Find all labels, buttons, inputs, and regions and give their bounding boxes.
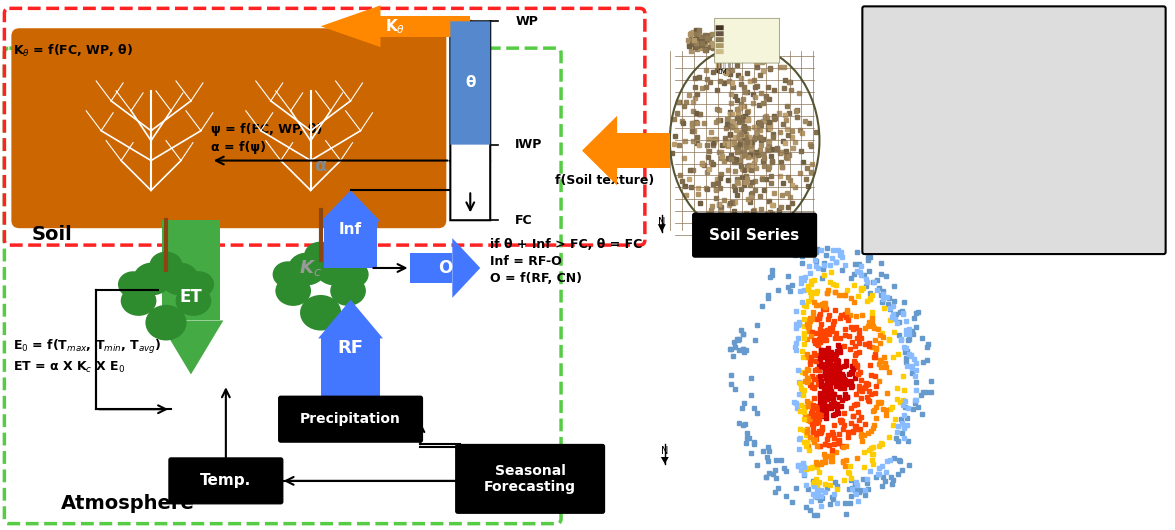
Polygon shape <box>452 238 481 298</box>
Text: α = f(ψ): α = f(ψ) <box>210 140 266 154</box>
Ellipse shape <box>133 262 172 295</box>
Polygon shape <box>322 339 380 396</box>
Ellipse shape <box>304 242 337 269</box>
Text: FC :: FC : <box>872 62 900 72</box>
Polygon shape <box>410 253 452 283</box>
Text: 토양통도
CM: 토양통도 CM <box>717 61 733 75</box>
Text: Temp.: Temp. <box>200 473 251 488</box>
Text: Evapotranspiration (mm): Evapotranspiration (mm) <box>900 215 1040 225</box>
Ellipse shape <box>118 271 148 297</box>
Polygon shape <box>582 116 617 186</box>
FancyBboxPatch shape <box>716 25 724 30</box>
Polygon shape <box>658 224 666 232</box>
Text: N: N <box>662 446 669 456</box>
Text: 40 - 60: 40 - 60 <box>726 43 746 49</box>
Text: Infiltration (mm): Infiltration (mm) <box>907 172 999 181</box>
Text: Precipitation (mm): Precipitation (mm) <box>900 237 1003 247</box>
Polygon shape <box>159 321 223 374</box>
Text: θ :: θ : <box>872 84 892 94</box>
Text: ψ = f(FC, WP, θ): ψ = f(FC, WP, θ) <box>210 123 322 136</box>
Text: 100 - 120: 100 - 120 <box>726 26 753 31</box>
Polygon shape <box>162 220 220 321</box>
Text: Wilting point (-): Wilting point (-) <box>900 40 987 50</box>
Ellipse shape <box>149 252 182 279</box>
Text: if θ + Inf > FC, θ = FC: if θ + Inf > FC, θ = FC <box>490 238 643 251</box>
Text: Seasonal
Forecasting: Seasonal Forecasting <box>484 464 576 494</box>
Text: Inf = RF-O: Inf = RF-O <box>490 255 562 268</box>
Text: 20 - 40: 20 - 40 <box>726 50 746 55</box>
FancyBboxPatch shape <box>450 21 490 220</box>
Text: Soil: Soil <box>32 225 72 244</box>
Text: 60 - 80: 60 - 80 <box>726 38 746 43</box>
Polygon shape <box>318 300 383 339</box>
Ellipse shape <box>175 286 212 316</box>
FancyBboxPatch shape <box>716 37 724 42</box>
Text: K$_θ$: K$_θ$ <box>385 17 405 36</box>
Ellipse shape <box>315 253 354 285</box>
Text: E$_0$ = f(T$_{max}$, T$_{min}$, T$_{avg}$): E$_0$ = f(T$_{max}$, T$_{min}$, T$_{avg}… <box>13 338 162 356</box>
Polygon shape <box>617 133 670 168</box>
Text: O: O <box>438 259 452 277</box>
FancyBboxPatch shape <box>716 31 724 36</box>
Polygon shape <box>321 5 381 47</box>
Text: FC: FC <box>515 214 532 227</box>
Text: Soil water stress index: Soil water stress index <box>893 106 1019 116</box>
Text: Kₓ :: Kₓ : <box>872 128 898 138</box>
Ellipse shape <box>161 262 199 295</box>
Text: f(Soil texture): f(Soil texture) <box>555 174 654 187</box>
Text: ET: ET <box>180 288 202 306</box>
Text: α :: α : <box>872 106 892 116</box>
FancyBboxPatch shape <box>12 28 446 228</box>
Text: N: N <box>658 217 665 227</box>
Ellipse shape <box>275 276 311 306</box>
Text: 80 - 100: 80 - 100 <box>726 32 750 37</box>
Text: RF :: RF : <box>872 237 900 247</box>
Text: K$_θ$ = f(FC, WP, θ): K$_θ$ = f(FC, WP, θ) <box>13 43 134 59</box>
Ellipse shape <box>330 276 365 306</box>
Text: WP: WP <box>515 15 538 28</box>
Ellipse shape <box>300 295 341 331</box>
Polygon shape <box>321 190 381 222</box>
Text: α: α <box>315 156 327 174</box>
Text: K$_c$: K$_c$ <box>300 258 322 278</box>
Text: Inf :: Inf : <box>872 172 901 181</box>
Text: Soil Series: Soil Series <box>710 228 800 243</box>
Polygon shape <box>381 16 470 37</box>
Text: O = f(RF, CN): O = f(RF, CN) <box>490 272 583 285</box>
Text: Soil water content (-): Soil water content (-) <box>893 84 1012 94</box>
Text: Field capacity (-): Field capacity (-) <box>900 62 993 72</box>
FancyBboxPatch shape <box>450 21 490 145</box>
Ellipse shape <box>121 286 156 316</box>
Text: Inf: Inf <box>340 222 362 237</box>
FancyBboxPatch shape <box>278 396 422 442</box>
Text: conductivity(mm): conductivity(mm) <box>872 137 989 147</box>
FancyBboxPatch shape <box>716 43 724 48</box>
Polygon shape <box>323 222 377 268</box>
Ellipse shape <box>338 261 369 288</box>
Polygon shape <box>660 457 669 464</box>
Text: ET :: ET : <box>872 215 900 225</box>
Ellipse shape <box>146 305 187 340</box>
Text: Runoff (mm): Runoff (mm) <box>893 193 963 204</box>
Ellipse shape <box>183 271 214 297</box>
Text: Unsaturated Hydraulic: Unsaturated Hydraulic <box>900 149 1026 160</box>
Text: Precipitation: Precipitation <box>300 412 401 426</box>
Text: Kθ :: Kθ : <box>872 149 901 160</box>
Text: WP :: WP : <box>872 40 905 50</box>
Text: IWP: IWP <box>515 138 543 151</box>
Text: θ: θ <box>465 75 476 91</box>
Ellipse shape <box>288 253 327 285</box>
Text: O :: O : <box>872 193 894 204</box>
Text: ET = α X K$_c$ X E$_0$: ET = α X K$_c$ X E$_0$ <box>13 359 126 375</box>
FancyBboxPatch shape <box>862 6 1166 254</box>
Ellipse shape <box>273 261 303 288</box>
FancyBboxPatch shape <box>716 49 724 54</box>
FancyBboxPatch shape <box>456 445 604 513</box>
Text: Crop coefficient (-): Crop coefficient (-) <box>900 128 1005 138</box>
Text: Atmosphere: Atmosphere <box>61 494 195 513</box>
FancyBboxPatch shape <box>714 19 779 63</box>
FancyBboxPatch shape <box>169 458 283 504</box>
FancyBboxPatch shape <box>693 213 817 257</box>
Text: RF: RF <box>337 339 363 357</box>
